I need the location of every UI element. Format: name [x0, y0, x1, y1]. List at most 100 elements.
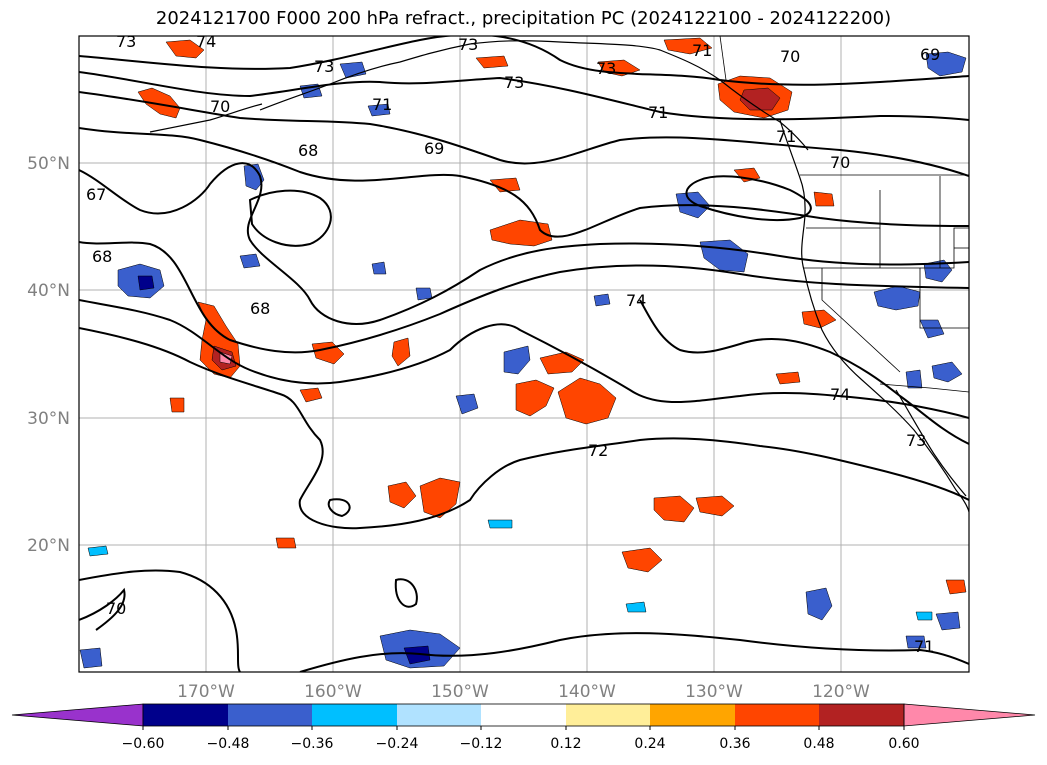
lon-label-140w: 140°W [558, 682, 616, 702]
colorbar-bin [650, 704, 735, 726]
precip-blob [915, 611, 933, 621]
contour-line [394, 578, 418, 608]
colorbar-bin [143, 704, 228, 726]
coastline-aleutians [149, 103, 263, 133]
precip-blob [739, 87, 781, 111]
contour-label: 70 [830, 153, 850, 172]
colorbar-tick-label: 0.12 [550, 736, 581, 752]
contour-line [639, 299, 969, 445]
precip-blob [339, 61, 367, 79]
precip-blob [419, 477, 461, 519]
border-state [804, 267, 969, 329]
precip-blob [931, 361, 963, 383]
colorbar-frame [142, 703, 905, 727]
precip-blob [621, 547, 663, 573]
lon-label-160w: 160°W [304, 682, 362, 702]
contour-line [79, 299, 969, 419]
precip-blob [137, 87, 181, 119]
contour-label: 70 [210, 97, 230, 116]
colorbar-bin [312, 704, 397, 726]
contour-label: 69 [424, 139, 444, 158]
precip-blob [489, 219, 553, 247]
precip-blob [801, 309, 837, 329]
contour-label: 71 [372, 95, 392, 114]
contour-label: 71 [648, 103, 668, 122]
precip-blob [625, 601, 647, 613]
colorbar-tick-label: −0.60 [122, 736, 165, 752]
contour-label: 71 [776, 127, 796, 146]
contour-label: 70 [106, 599, 126, 618]
contour-line [327, 498, 351, 518]
precip-blob [455, 393, 479, 415]
precip-blob [87, 545, 109, 557]
contour-label: 73 [906, 431, 926, 450]
lat-label-30n: 30°N [27, 409, 70, 429]
precip-blob [905, 635, 927, 649]
coastline-baja [895, 389, 967, 497]
contour-line [79, 241, 969, 354]
precip-blob [503, 345, 531, 375]
precip-blob [923, 259, 953, 283]
colorbar-tick-label: −0.36 [291, 736, 334, 752]
border-mexico-us [879, 383, 969, 393]
precip-blob [515, 379, 555, 417]
colorbar-tick-label: 0.60 [888, 736, 919, 752]
precip-blob [695, 495, 735, 517]
precip-blob [487, 519, 513, 529]
coastline-alaska [259, 40, 809, 151]
precip-blob [275, 537, 297, 549]
precip-blob [489, 177, 521, 193]
precip-blob [775, 371, 801, 385]
colorbar-tick-label: −0.48 [207, 736, 250, 752]
contour-label: 71 [914, 637, 934, 656]
border-state [821, 268, 901, 373]
colorbar-extend-high [903, 703, 1036, 727]
colorbar-extend-low [11, 703, 144, 727]
colorbar-ticks [142, 726, 905, 730]
precip-blob [79, 647, 103, 669]
contour-line [79, 569, 241, 672]
colorbar-tick-labels: −0.60 −0.48 −0.36 −0.24 −0.12 0.12 0.24 … [122, 736, 920, 752]
precip-blob [169, 397, 185, 413]
precip-blob [137, 275, 155, 291]
colorbar-tick-label: −0.24 [376, 736, 419, 752]
colorbar-tick-label: 0.36 [719, 736, 750, 752]
precip-blob [593, 293, 611, 307]
map-title: 2024121700 F000 200 hPa refract., precip… [155, 8, 892, 29]
precip-blob [905, 369, 923, 389]
refractivity-contours [79, 36, 969, 672]
contour-label-layer: 73 74 73 73 73 73 71 70 69 70 71 71 71 7… [86, 32, 940, 656]
coastline-bc [779, 119, 806, 271]
contour-line [79, 327, 969, 530]
contour-line [79, 71, 969, 121]
colorbar-bin [566, 704, 650, 726]
precip-blob [935, 611, 961, 631]
coastline-westcoast [803, 269, 969, 513]
contour-label: 68 [298, 141, 318, 160]
precip-blob [391, 337, 411, 367]
contour-label: 73 [596, 59, 616, 78]
contour-label: 67 [86, 185, 106, 204]
contour-line [79, 36, 969, 86]
precip-blob [919, 319, 945, 339]
precip-blob [925, 51, 967, 77]
map-panel: 73 74 73 73 73 73 71 70 69 70 71 71 71 7… [27, 32, 970, 702]
precip-blob [239, 253, 261, 269]
precip-blob [663, 37, 713, 55]
contour-line [248, 189, 332, 247]
precip-blob [813, 191, 835, 207]
contour-line [79, 127, 969, 238]
precip-fill-layer [79, 37, 967, 669]
colorbar-bin [735, 704, 819, 726]
colorbar-tick-label: −0.12 [460, 736, 503, 752]
contour-label: 68 [92, 247, 112, 266]
contour-line [685, 175, 812, 222]
contour-line [299, 632, 969, 672]
lat-label-50n: 50°N [27, 154, 70, 174]
colorbar-bin [481, 704, 566, 726]
contour-line [79, 587, 126, 631]
colorbar-bin [228, 704, 312, 726]
contour-label: 73 [458, 35, 478, 54]
precip-blob [945, 579, 967, 595]
colorbar-tick-label: 0.24 [634, 736, 665, 752]
